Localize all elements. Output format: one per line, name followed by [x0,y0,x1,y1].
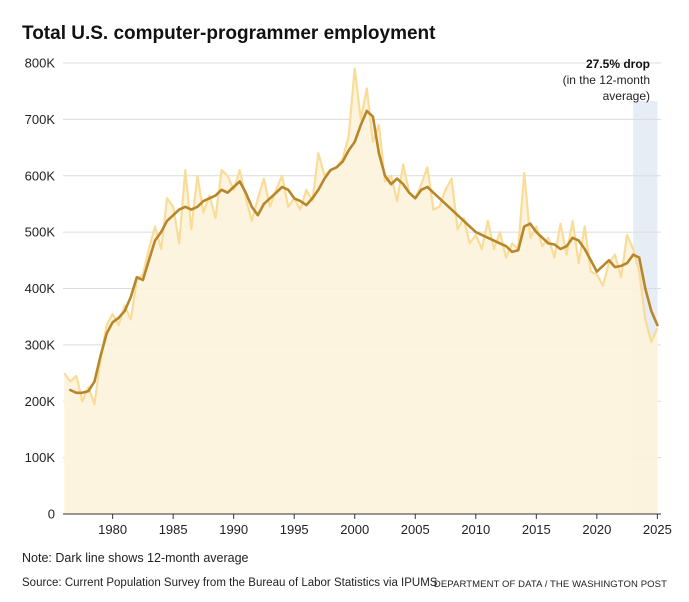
x-tick-label: 1985 [159,522,188,537]
x-tick-label: 2025 [643,522,672,537]
monthly-area [64,68,658,514]
y-tick-label: 400K [25,281,56,296]
x-tick-label: 2005 [401,522,430,537]
y-tick-label: 600K [25,168,56,183]
average-series-line [69,109,659,395]
annotation-line-1: (in the 12-month [562,73,650,87]
x-tick-label: 1995 [280,522,309,537]
x-tick-label: 1990 [219,522,248,537]
area-fill-layer [64,68,658,514]
x-tick-label: 2010 [461,522,490,537]
monthly-series-line [63,67,659,406]
chart-title: Total U.S. computer-programmer employmen… [22,23,436,44]
x-tick-label: 2015 [522,522,551,537]
chart-note: Note: Dark line shows 12-month average [22,551,249,565]
y-tick-label: 300K [25,337,56,352]
y-tick-label: 700K [25,112,56,127]
y-tick-label: 800K [25,56,56,71]
x-tick-label: 1980 [98,522,127,537]
y-tick-label: 100K [25,450,56,465]
axes: 0 100K 200K 300K 400K 500K 600K 700K 800K 1980 198… [25,56,672,538]
y-tick-label: 0 [48,507,55,522]
y-tick-label: 200K [25,394,56,409]
x-tick-label: 2020 [582,522,611,537]
series-lines [63,67,659,406]
annotation-headline: 27.5% drop [585,57,650,71]
source-line: Source: Current Population Survey from t… [22,577,438,589]
x-tick-label: 2000 [340,522,369,537]
drop-annotation: 27.5% drop (in the 12-month average) [563,56,650,104]
y-tick-label: 500K [25,225,56,240]
annotation-line-2: average) [602,89,650,103]
credit-line: DEPARTMENT OF DATA / THE WASHINGTON POST [433,579,667,590]
